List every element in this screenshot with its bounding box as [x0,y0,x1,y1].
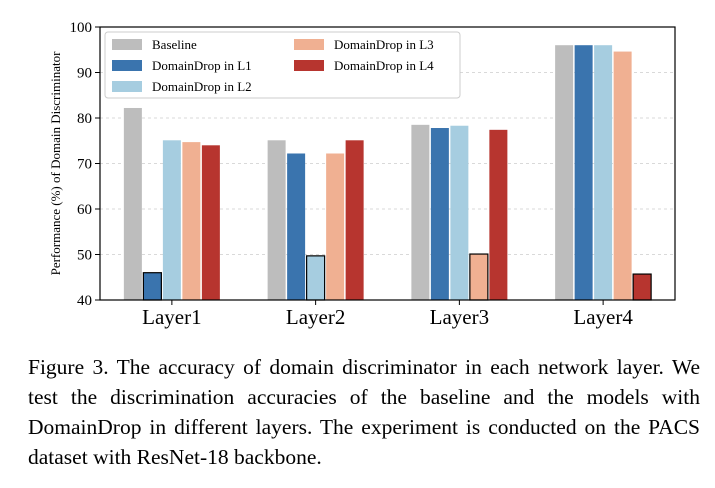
legend-label: DomainDrop in L2 [152,79,252,94]
bar-layer3-series-4 [469,253,489,301]
bar-layer4-series-2 [574,45,593,301]
bar-layer1-series-4 [182,142,201,300]
bar-layer4-series-1 [555,45,574,301]
bar-layer2-series-5 [345,140,364,300]
bar-chart: 40 50 60 70 80 90 100 Layer1 Layer2 Layer3 Layer4… [48,20,676,329]
bar-layer4-series-3 [594,45,613,301]
bar-layer4-series-5 [632,273,652,301]
x-tick-label: Layer4 [573,305,633,329]
y-tick-label: 100 [70,20,93,36]
y-axis-ticks: 40 50 60 70 80 90 100 [70,20,100,309]
legend-label: DomainDrop in L3 [334,37,434,52]
x-axis-ticks: Layer1 Layer2 Layer3 Layer4 [142,300,633,329]
bar-layer1-series-5 [201,145,220,300]
bar-layer2-series-2 [287,153,306,300]
y-tick-label: 50 [77,248,92,264]
legend-box [104,31,461,99]
bar-layer3-series-2 [430,128,449,300]
legend-swatch [112,81,142,92]
y-tick-label: 90 [77,66,92,82]
legend-swatch [294,39,324,50]
legend-label: Baseline [152,37,197,52]
y-tick-label: 40 [77,293,92,309]
legend-label: DomainDrop in L1 [152,58,252,73]
bar-layer3-series-1 [411,124,430,300]
legend-swatch [112,39,142,50]
legend: Baseline DomainDrop in L1 DomainDrop in L2… [104,31,461,99]
bar-layer2-series-4 [326,153,345,300]
x-tick-label: Layer3 [430,305,489,329]
legend-swatch [112,60,142,71]
y-tick-label: 70 [77,157,92,173]
y-tick-label: 60 [77,202,92,218]
y-axis-label: Performance (%) of Domain Discriminator [48,51,63,275]
bar-layer2-series-3 [306,255,326,301]
bar-layer2-series-1 [267,140,286,300]
x-tick-label: Layer2 [286,305,345,329]
legend-label: DomainDrop in L4 [334,58,434,73]
bar-layer1-series-1 [123,107,142,301]
bar-layer1-series-2 [142,272,162,301]
bar-layer1-series-3 [162,140,181,300]
legend-swatch [294,60,324,71]
x-tick-label: Layer1 [142,305,201,329]
y-tick-label: 80 [77,111,92,127]
bar-layer4-series-4 [613,51,632,300]
bars [123,45,652,301]
figure-caption: Figure 3. The accuracy of domain discrim… [28,355,700,469]
bar-layer3-series-3 [450,125,469,300]
bar-layer3-series-5 [489,129,508,300]
